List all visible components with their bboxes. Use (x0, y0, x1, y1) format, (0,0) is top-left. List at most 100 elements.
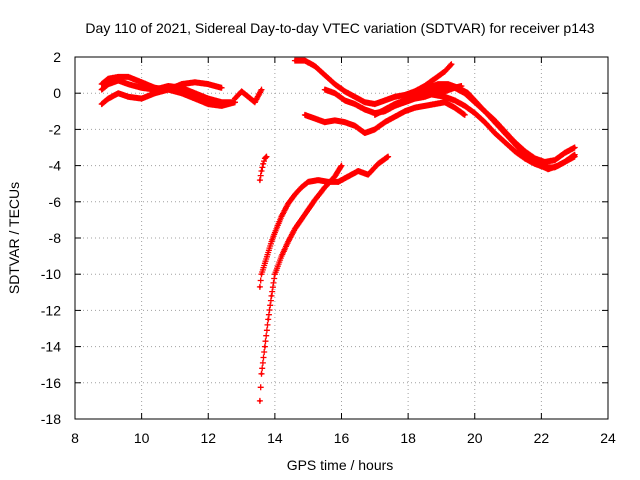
y-tick-label: -4 (49, 158, 62, 174)
data-point (433, 93, 437, 97)
data-point (373, 127, 377, 131)
data-point (206, 102, 210, 106)
data-point (443, 70, 447, 73)
series-arc-7 (335, 153, 392, 185)
data-point (300, 185, 303, 189)
data-point (343, 99, 347, 102)
data-point (423, 104, 427, 108)
data-point (266, 251, 270, 254)
series-arc-3 (98, 86, 238, 109)
data-series (98, 57, 578, 404)
data-point (220, 104, 224, 108)
data-point (363, 131, 367, 135)
series-arc-5 (256, 153, 270, 184)
data-point (106, 97, 110, 100)
data-point (373, 102, 377, 106)
data-point (280, 214, 283, 218)
data-point (393, 115, 397, 119)
data-point (106, 82, 110, 86)
data-point (306, 180, 310, 184)
data-point (126, 95, 130, 99)
x-tick-labels: 8 10 12 14 16 18 20 22 24 (71, 430, 616, 446)
data-point (140, 80, 144, 84)
data-point (333, 91, 337, 95)
data-point (393, 95, 397, 99)
data-point (383, 120, 387, 124)
data-point (336, 180, 340, 184)
data-point (258, 178, 262, 182)
series-arc-11 (301, 99, 468, 136)
data-point (260, 272, 263, 276)
data-point (463, 104, 467, 108)
data-point (313, 198, 317, 202)
data-point (363, 108, 367, 111)
data-point (116, 75, 120, 79)
y-axis-label: SDTVAR / TECUs (6, 182, 22, 294)
data-point (533, 162, 537, 166)
series-arc-8 (256, 162, 345, 404)
data-point (193, 97, 197, 100)
data-point (263, 157, 267, 160)
data-point (483, 120, 487, 124)
x-tick-label: 10 (134, 430, 150, 446)
data-point (453, 106, 457, 110)
data-point (260, 169, 263, 173)
data-point (260, 372, 263, 376)
data-point (193, 91, 197, 95)
data-point (406, 95, 410, 99)
data-point (433, 77, 437, 81)
data-point (140, 86, 144, 90)
data-point (323, 185, 327, 189)
y-tick-labels: -18 -16 -14 -12 -10 -8 -6 -4 -2 0 2 (41, 49, 61, 427)
series-arc-9 (291, 57, 455, 108)
series-arc-4 (231, 86, 265, 106)
axis-ticks (74, 56, 609, 420)
chart-title: Day 110 of 2021, Sidereal Day-to-day VTE… (85, 20, 594, 36)
data-point (253, 100, 257, 104)
data-point (433, 102, 437, 106)
data-point (403, 99, 407, 102)
series-arc-14 (421, 90, 578, 171)
data-point (333, 119, 337, 122)
data-point (166, 88, 170, 91)
data-point (206, 82, 210, 86)
data-point (233, 100, 237, 104)
data-point (423, 91, 427, 95)
data-point (496, 124, 500, 128)
data-point (393, 102, 397, 106)
x-tick-label: 8 (71, 430, 79, 446)
data-point (303, 59, 307, 62)
data-point (106, 77, 110, 81)
data-point (403, 109, 407, 113)
data-point (293, 59, 297, 62)
y-tick-label: -12 (41, 302, 61, 318)
data-point (456, 86, 460, 90)
data-point (240, 90, 244, 93)
x-tick-label: 22 (534, 430, 550, 446)
data-point (573, 153, 577, 157)
data-point (343, 90, 347, 93)
data-point (261, 162, 265, 166)
data-point (513, 149, 517, 153)
data-point (436, 82, 440, 86)
data-point (100, 88, 104, 91)
data-point (333, 82, 337, 86)
data-point (286, 240, 290, 244)
data-point (466, 91, 470, 95)
data-point (486, 113, 490, 117)
data-point (346, 175, 350, 178)
data-point (383, 108, 387, 111)
data-point (516, 146, 520, 149)
data-point (303, 113, 307, 117)
data-point (280, 254, 283, 258)
data-point (153, 91, 157, 95)
data-point (260, 88, 263, 91)
data-point (313, 117, 317, 120)
data-point (416, 91, 420, 95)
data-point (206, 97, 210, 100)
y-tick-label: -10 (41, 266, 61, 282)
data-point (270, 240, 273, 244)
x-tick-label: 16 (334, 430, 350, 446)
data-point (270, 294, 273, 298)
